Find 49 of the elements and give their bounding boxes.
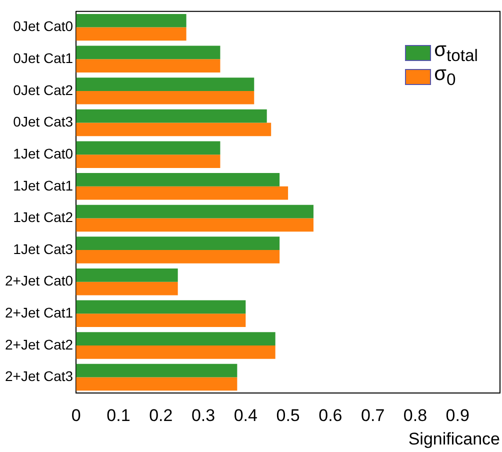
bar xyxy=(76,122,272,136)
bar xyxy=(76,14,186,28)
y-tick-label: 1Jet Cat1 xyxy=(13,177,74,194)
bar xyxy=(76,109,267,123)
bar xyxy=(76,332,276,346)
bar xyxy=(76,268,178,282)
bar xyxy=(76,218,314,232)
bar xyxy=(76,236,280,250)
y-tick-label: 0Jet Cat2 xyxy=(13,82,74,98)
y-tick-label: 0Jet Cat3 xyxy=(13,114,74,130)
y-tick-label: 1Jet Cat2 xyxy=(13,209,74,226)
bar xyxy=(76,364,238,378)
y-tick-label: 2+Jet Cat2 xyxy=(4,336,74,352)
bar xyxy=(76,59,220,72)
x-tick-label: 0.6 xyxy=(318,406,342,426)
y-tick-label: 2+Jet Cat1 xyxy=(4,304,74,321)
bar xyxy=(76,314,246,328)
bar xyxy=(76,377,238,391)
bar xyxy=(76,90,254,104)
x-tick-label: 0.1 xyxy=(106,406,130,426)
legend-label: σ$_{total}$ xyxy=(434,39,478,66)
bar xyxy=(76,141,220,155)
x-tick-label: 0.2 xyxy=(149,406,173,426)
bar xyxy=(76,204,314,218)
y-tick-label: 1Jet Cat0 xyxy=(13,145,74,162)
y-tick-label: 0Jet Cat0 xyxy=(13,18,74,34)
x-axis-title: Significance xyxy=(408,429,500,448)
y-tick-label: 1Jet Cat3 xyxy=(13,240,74,257)
x-tick-label: 0.4 xyxy=(234,406,258,426)
y-tick-label: 0Jet Cat1 xyxy=(13,50,74,66)
bar xyxy=(76,282,178,296)
bar xyxy=(76,154,220,168)
bar xyxy=(76,27,186,41)
x-tick-label: 0.5 xyxy=(276,406,300,426)
bar xyxy=(76,250,280,264)
y-tick-label: 2+Jet Cat3 xyxy=(4,368,74,384)
x-tick-label: 0.8 xyxy=(403,406,428,426)
bar xyxy=(76,78,254,91)
x-tick-label: 0 xyxy=(71,406,81,426)
bar xyxy=(76,46,220,60)
x-tick-label: 0.3 xyxy=(191,406,216,426)
legend-label: σ$_{0}$ xyxy=(434,63,456,90)
bar xyxy=(76,186,288,200)
bar xyxy=(76,300,246,314)
x-tick-label: 0.9 xyxy=(446,406,470,426)
x-tick-label: 0.7 xyxy=(361,406,385,426)
y-tick-label: 2+Jet Cat0 xyxy=(4,272,74,289)
bar xyxy=(76,345,276,359)
bar xyxy=(76,173,280,186)
